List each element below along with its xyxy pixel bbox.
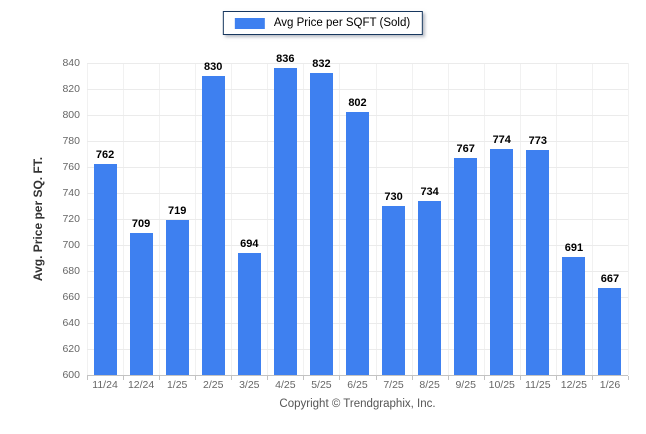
bar xyxy=(598,287,622,375)
bar xyxy=(562,256,586,375)
horizontal-gridline xyxy=(87,63,628,64)
y-tick-label: 640 xyxy=(62,316,80,329)
bar xyxy=(273,68,297,375)
bar xyxy=(237,252,261,375)
y-tick-label: 800 xyxy=(62,108,80,121)
x-tick-label: 1/26 xyxy=(599,379,621,391)
bar-value-label: 719 xyxy=(167,205,187,218)
bar xyxy=(454,157,478,375)
bar-value-label: 730 xyxy=(384,191,403,203)
x-tick-mark xyxy=(195,376,197,380)
bar-value-label: 691 xyxy=(564,241,584,254)
bar xyxy=(490,148,514,375)
bar-value-label: 802 xyxy=(348,97,367,110)
x-tick-mark xyxy=(483,376,485,380)
bar-value-label: 836 xyxy=(276,53,295,66)
x-tick-mark xyxy=(267,376,269,380)
y-tick-label: 760 xyxy=(62,160,80,173)
x-tick-mark xyxy=(123,376,125,380)
bar xyxy=(201,76,225,375)
bar-value-label: 734 xyxy=(420,185,439,198)
y-tick-label: 600 xyxy=(62,368,80,381)
x-tick-mark xyxy=(555,376,557,380)
bar xyxy=(346,112,369,375)
legend-label: Avg Price per SQFT (Sold) xyxy=(273,17,411,29)
legend: Avg Price per SQFT (Sold) xyxy=(222,11,424,35)
bar-value-label: 709 xyxy=(131,218,151,231)
y-tick-label: 780 xyxy=(62,134,80,147)
bar xyxy=(418,200,442,375)
x-tick-label: 7/25 xyxy=(383,379,404,391)
x-tick-label: 9/25 xyxy=(455,379,476,391)
x-tick-mark xyxy=(447,376,449,380)
bar xyxy=(129,233,153,375)
x-tick-mark xyxy=(303,376,305,380)
x-tick-label: 10/25 xyxy=(488,379,515,391)
x-tick-mark xyxy=(87,376,88,380)
x-tick-label: 8/25 xyxy=(419,379,440,391)
bar-value-label: 774 xyxy=(492,133,511,146)
y-tick-label: 720 xyxy=(62,212,80,225)
y-tick-label: 660 xyxy=(62,290,80,303)
x-tick-label: 12/25 xyxy=(560,379,588,391)
x-tick-mark xyxy=(159,376,161,380)
x-tick-mark xyxy=(231,376,233,380)
x-tick-mark xyxy=(411,376,413,380)
bar xyxy=(526,150,550,375)
copyright-text: Copyright © Trendgraphix, Inc. xyxy=(279,398,436,410)
bar xyxy=(309,73,333,375)
plot-area: 762 709 719 830 694 836 832 802 730 734 767 774 773 6… xyxy=(87,53,629,376)
x-tick-label: 6/25 xyxy=(347,379,368,391)
bar-value-label: 762 xyxy=(95,149,115,162)
x-tick-label: 4/25 xyxy=(275,379,296,391)
x-tick-mark xyxy=(375,376,377,380)
x-tick-label: 11/24 xyxy=(92,379,118,391)
y-tick-label: 740 xyxy=(62,186,80,199)
x-tick-mark xyxy=(519,376,521,380)
legend-swatch-icon xyxy=(234,17,265,29)
x-tick-label: 3/25 xyxy=(239,379,260,391)
bar xyxy=(382,206,406,375)
horizontal-gridline xyxy=(87,89,628,90)
bar xyxy=(165,220,189,375)
vertical-gridline xyxy=(628,63,629,375)
x-tick-label: 11/25 xyxy=(525,379,551,391)
y-tick-label: 620 xyxy=(62,342,80,355)
bar-value-label: 667 xyxy=(600,272,620,285)
x-tick-label: 2/25 xyxy=(203,379,224,391)
bar-value-label: 694 xyxy=(240,237,259,250)
y-tick-label: 820 xyxy=(62,82,80,95)
bar-value-label: 830 xyxy=(204,61,223,73)
x-tick-mark xyxy=(339,376,341,380)
y-tick-label: 840 xyxy=(62,56,80,69)
x-tick-mark xyxy=(591,376,593,380)
x-tick-label: 12/24 xyxy=(127,379,155,391)
y-tick-label: 700 xyxy=(62,238,80,251)
bar xyxy=(93,164,117,375)
bar-value-label: 832 xyxy=(312,58,331,71)
bar-value-label: 767 xyxy=(456,142,475,155)
x-tick-label: 5/25 xyxy=(311,379,332,391)
bar-value-label: 773 xyxy=(528,135,547,148)
x-tick-label: 1/25 xyxy=(166,379,188,391)
x-tick-mark xyxy=(628,376,629,380)
y-tick-label: 680 xyxy=(62,264,80,277)
